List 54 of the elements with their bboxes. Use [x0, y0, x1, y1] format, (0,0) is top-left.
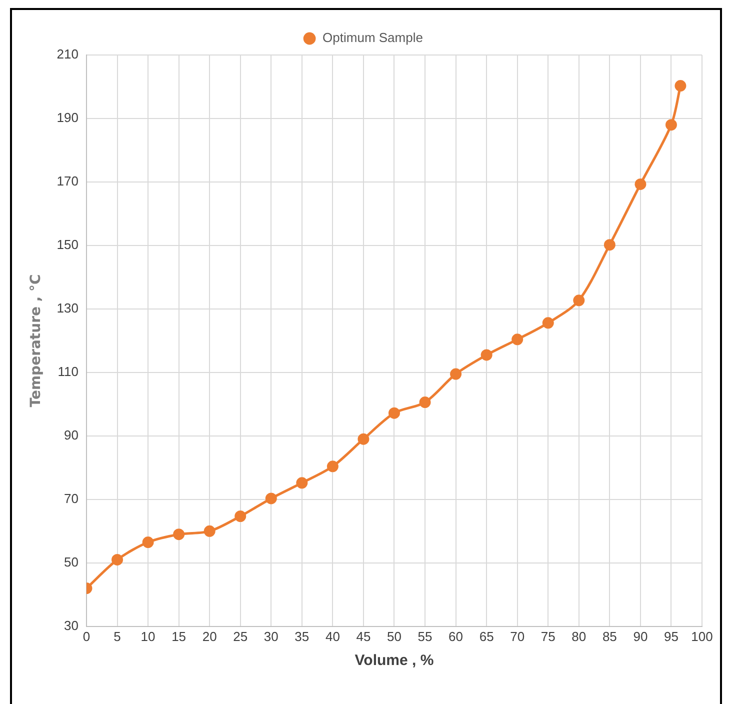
x-tick-label: 35 [294, 628, 310, 644]
point [234, 510, 246, 522]
point [604, 239, 616, 251]
point [112, 554, 124, 566]
point [358, 433, 370, 445]
x-tick-label: 55 [418, 628, 432, 644]
x-tick-label: 40 [325, 628, 340, 644]
point [512, 334, 524, 346]
x-tick-label: 20 [202, 628, 217, 644]
point [674, 80, 686, 92]
y-tick-label: 170 [56, 174, 78, 189]
point [480, 349, 492, 361]
x-tick-label: 10 [140, 628, 156, 644]
x-tick-label: 85 [602, 628, 617, 644]
point [142, 536, 154, 548]
x-tick-label: 75 [540, 628, 556, 644]
point [665, 119, 677, 131]
y-tick-label: 70 [64, 491, 78, 506]
x-tick-label: 70 [510, 628, 525, 644]
x-tick-label: 90 [633, 628, 648, 644]
y-tick-label: 150 [56, 237, 78, 252]
x-tick-label: 30 [264, 628, 278, 644]
point [296, 477, 308, 489]
y-axis-title: Temperature , °C [28, 274, 44, 408]
x-tick-label: 0 [82, 628, 90, 644]
y-tick-label: 30 [64, 618, 78, 633]
y-tick-label: 210 [56, 46, 78, 62]
x-tick-label: 50 [387, 628, 402, 644]
y-tick-label: 130 [56, 300, 78, 316]
x-tick-label: 60 [448, 628, 464, 644]
y-tick-label: 110 [58, 364, 78, 380]
x-tick-label: 45 [356, 628, 371, 644]
point [573, 294, 585, 306]
x-tick-label: 25 [233, 628, 248, 644]
x-tick-label: 80 [572, 628, 586, 644]
legend-label: Optimum Sample [322, 30, 423, 46]
point [634, 178, 646, 190]
point [388, 407, 400, 419]
x-tick-label: 5 [114, 628, 121, 644]
point [173, 528, 185, 540]
x-tick-label: 15 [172, 628, 186, 644]
point [326, 460, 338, 472]
x-tick-label: 65 [479, 628, 494, 644]
y-tick-label: 90 [64, 428, 78, 443]
point [419, 396, 431, 408]
x-tick-label: 100 [691, 628, 713, 644]
point [450, 368, 462, 380]
point [265, 492, 277, 504]
x-axis-title: Volume , % [354, 652, 434, 670]
point [204, 525, 216, 537]
x-tick-label: 95 [664, 628, 678, 644]
point [542, 317, 554, 329]
y-tick-label: 50 [64, 554, 78, 570]
y-tick-label: 190 [56, 110, 78, 126]
